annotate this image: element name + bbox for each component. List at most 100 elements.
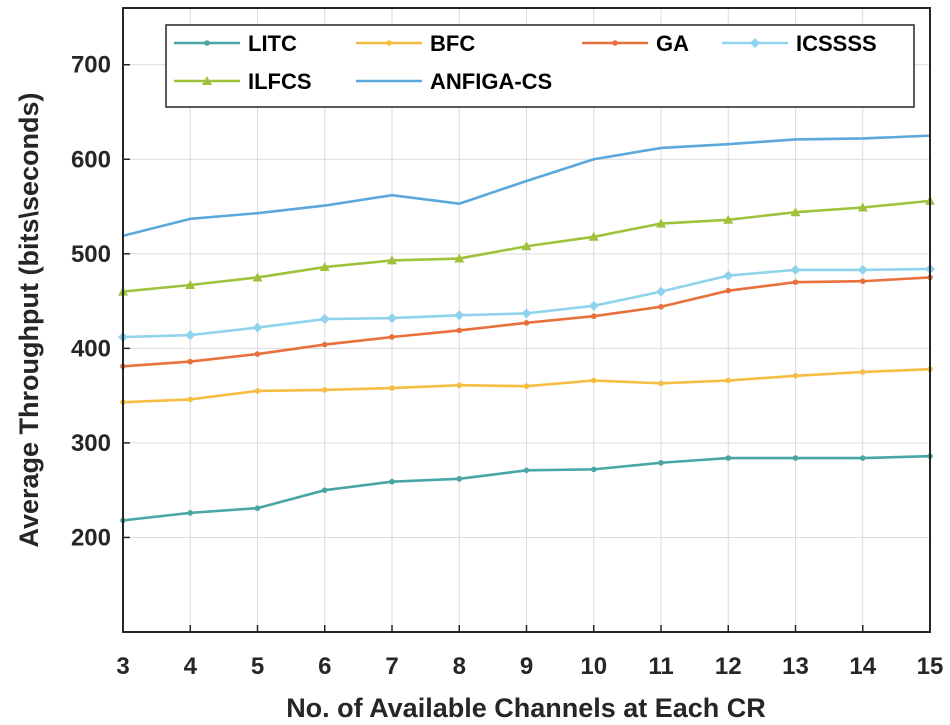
data-point-bfc <box>859 369 866 375</box>
series-icssss <box>118 263 935 343</box>
x-tick-label: 8 <box>453 653 466 680</box>
x-axis-label: No. of Available Channels at Each CR <box>286 693 766 723</box>
data-point-ga <box>792 279 799 285</box>
data-point-litc <box>590 466 597 473</box>
series-ilfcs <box>118 195 935 296</box>
data-point-bfc <box>725 377 732 384</box>
data-point-litc <box>187 510 194 516</box>
series-bfc <box>120 366 933 406</box>
legend-label-icssss: ICSSSS <box>796 31 877 56</box>
data-point-litc <box>792 455 799 461</box>
series-ga <box>120 274 933 370</box>
legend-marker-litc <box>204 40 210 46</box>
data-point-icssss <box>319 314 330 325</box>
legend-label-bfc: BFC <box>430 31 475 56</box>
data-point-ilfcs <box>790 207 801 217</box>
legend: LITC BFC GA ICSSSS ILFCS ANFIGA-CS <box>165 24 915 108</box>
data-point-ga <box>859 278 866 285</box>
x-tick-label: 13 <box>782 653 809 680</box>
x-tick-label: 12 <box>715 653 742 680</box>
data-point-ilfcs <box>387 255 397 265</box>
legend-entry-anfiga-cs: ANFIGA-CS <box>356 69 552 94</box>
legend-marker-ilfcs <box>202 76 212 85</box>
data-point-ga <box>725 287 732 294</box>
data-point-bfc <box>321 387 328 393</box>
data-point-ga <box>523 320 530 326</box>
legend-label-anfiga-cs: ANFIGA-CS <box>430 69 552 94</box>
data-point-ilfcs <box>857 202 868 212</box>
y-tick-label: 200 <box>71 524 111 551</box>
y-axis-label: Average Throughput (bits\seconds) <box>14 92 44 547</box>
data-point-litc <box>523 467 530 474</box>
y-tick-label: 600 <box>71 146 111 173</box>
data-point-litc <box>658 459 664 466</box>
data-point-ilfcs <box>656 218 666 228</box>
x-tick-label: 7 <box>385 653 398 680</box>
y-tick-label: 500 <box>71 241 111 268</box>
data-point-icssss <box>387 313 397 324</box>
legend-entry-ga: GA <box>582 31 689 56</box>
data-point-ilfcs <box>252 272 263 282</box>
data-point-icssss <box>588 300 599 311</box>
data-point-ga <box>590 313 597 320</box>
x-tick-label: 15 <box>917 653 944 680</box>
data-point-icssss <box>521 308 532 319</box>
series-line-anfiga-cs <box>122 134 931 238</box>
data-point-bfc <box>658 380 664 387</box>
legend-marker-ga <box>612 40 618 46</box>
y-tick-label: 700 <box>71 52 111 79</box>
x-tick-label: 4 <box>184 653 198 680</box>
data-point-ilfcs <box>521 241 532 251</box>
series-anfiga-cs <box>122 134 931 238</box>
data-point-ga <box>389 334 395 340</box>
data-point-litc <box>859 455 866 461</box>
x-tick-label: 6 <box>318 653 331 680</box>
data-point-icssss <box>790 264 801 275</box>
data-point-litc <box>254 505 261 511</box>
legend-label-ga: GA <box>656 31 689 56</box>
legend-marker-icssss <box>750 38 760 48</box>
data-point-icssss <box>454 310 465 321</box>
data-point-ga <box>254 351 261 357</box>
legend-box <box>165 24 915 108</box>
x-tick-label: 11 <box>648 653 673 680</box>
y-tick-label: 300 <box>71 430 111 457</box>
x-tick-label: 3 <box>116 653 129 680</box>
legend-entry-icssss: ICSSSS <box>722 31 877 56</box>
data-point-bfc <box>792 372 799 379</box>
legend-entry-ilfcs: ILFCS <box>174 69 312 94</box>
data-point-ilfcs <box>588 231 599 241</box>
series-litc <box>120 453 933 524</box>
series-layer <box>118 134 935 524</box>
data-point-ilfcs <box>723 214 734 224</box>
data-point-litc <box>389 478 395 485</box>
legend-marker-bfc <box>386 40 392 46</box>
data-point-icssss <box>723 270 734 281</box>
y-tick-label: 400 <box>71 335 111 362</box>
data-point-litc <box>725 455 732 461</box>
legend-label-litc: LITC <box>248 31 297 56</box>
data-point-ga <box>658 303 664 310</box>
data-point-bfc <box>523 383 530 389</box>
data-point-bfc <box>389 385 395 391</box>
data-point-ga <box>321 341 328 348</box>
x-tick-label: 5 <box>251 653 264 680</box>
data-point-bfc <box>590 377 597 384</box>
axis-ticks: 3 4 5 6 7 8 9 10 11 12 13 14 15 200 300 400 500 600 700 <box>71 52 943 680</box>
legend-entry-bfc: BFC <box>356 31 475 56</box>
data-point-ga <box>187 358 194 365</box>
data-point-icssss <box>656 286 666 297</box>
x-tick-label: 9 <box>520 653 533 680</box>
legend-items: LITC BFC GA ICSSSS ILFCS ANFIGA-CS <box>174 31 877 94</box>
data-point-ga <box>456 327 463 334</box>
data-point-icssss <box>252 322 263 333</box>
data-point-bfc <box>254 388 261 394</box>
x-tick-label: 14 <box>849 653 876 680</box>
x-tick-label: 10 <box>580 653 607 680</box>
data-point-icssss <box>185 330 196 341</box>
data-point-icssss <box>857 264 868 275</box>
data-point-bfc <box>456 382 463 389</box>
legend-label-ilfcs: ILFCS <box>248 69 312 94</box>
